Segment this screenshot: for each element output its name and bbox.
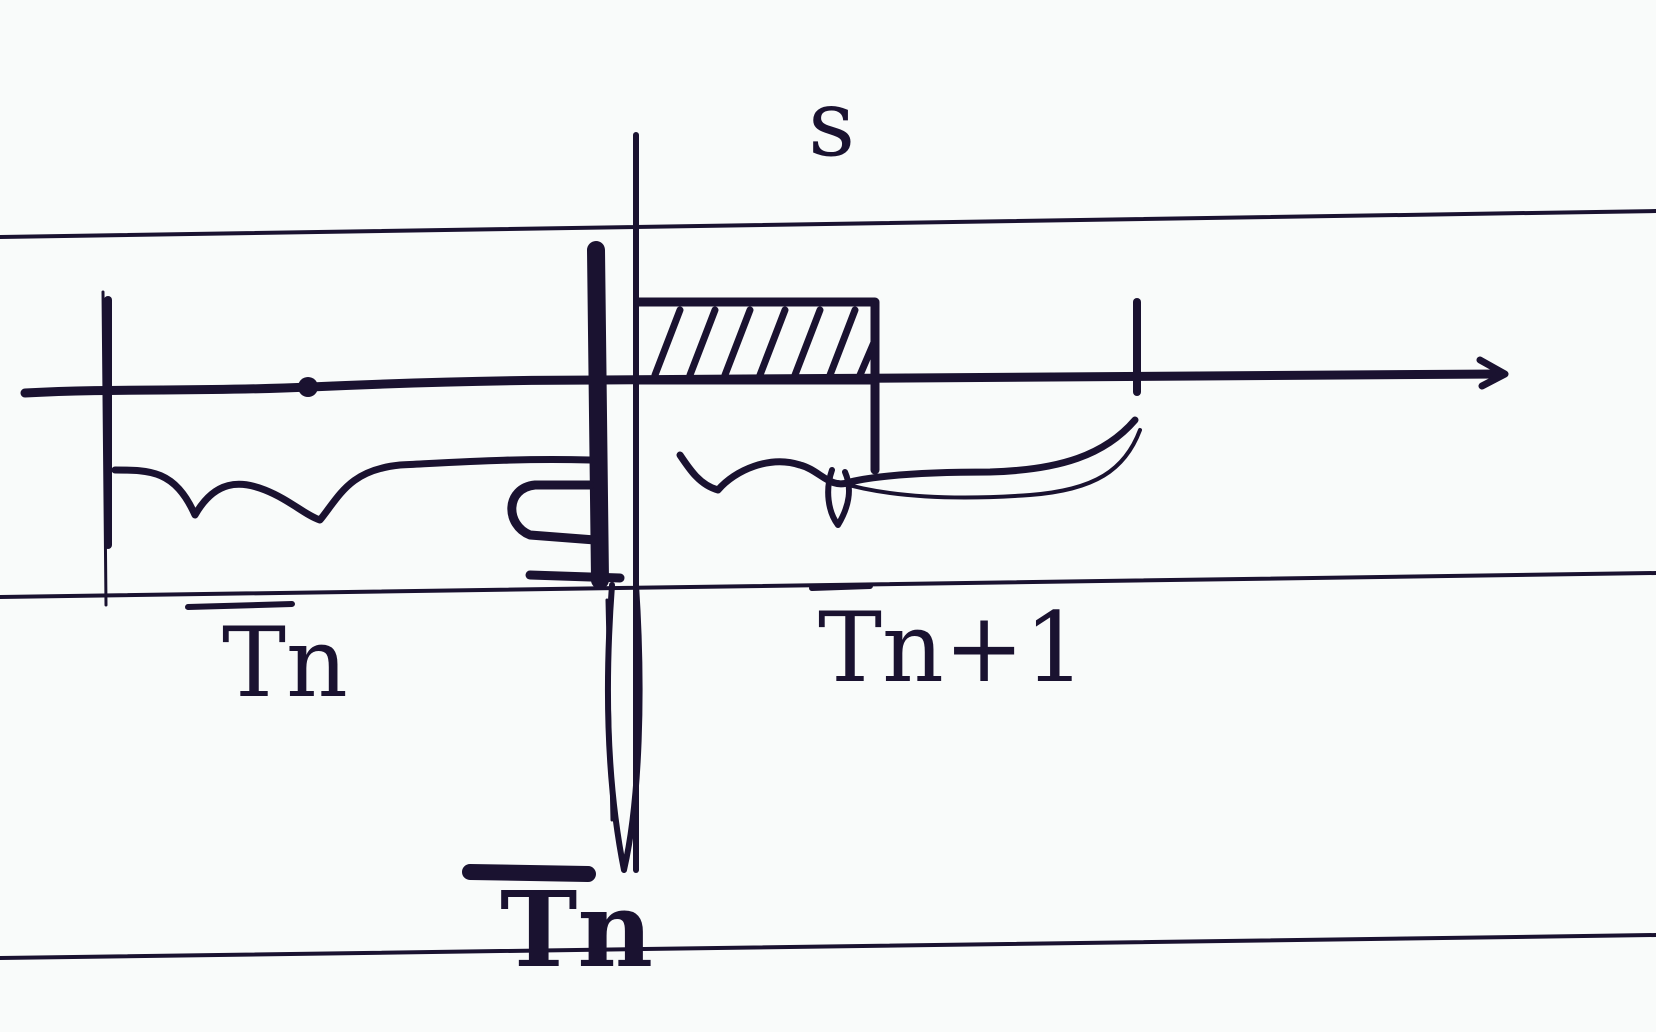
pulse-rectangle: [633, 297, 880, 475]
curve-tn-next-outline: [836, 428, 1142, 500]
axis-point-marker: [298, 377, 318, 397]
tn-interval-label: Tn: [222, 607, 348, 719]
curve-tn-next-dip: [825, 467, 853, 528]
ruled-line-top: [0, 209, 1656, 239]
ruled-line-bottom: [0, 933, 1656, 960]
time-axis-arrowhead: [1476, 356, 1509, 390]
tick-left-thin: [101, 290, 108, 607]
pulse-hatching: [651, 306, 879, 379]
tn-bottom-label: Tn: [500, 868, 654, 991]
tn-next-overbar: [809, 583, 873, 591]
tn-bottom-overbar: [462, 864, 596, 882]
tn-left-overbar: [185, 601, 295, 610]
curve-tn: [111, 455, 594, 524]
curve-tn-next: [676, 416, 1139, 494]
s-axis-faint-stroke: [605, 598, 614, 822]
jump-bracket: [507, 480, 625, 583]
tn-next-interval-label: Tn+1: [818, 592, 1086, 704]
s-axis-label: s: [808, 70, 856, 177]
s-axis-thick-upper: [587, 241, 609, 589]
